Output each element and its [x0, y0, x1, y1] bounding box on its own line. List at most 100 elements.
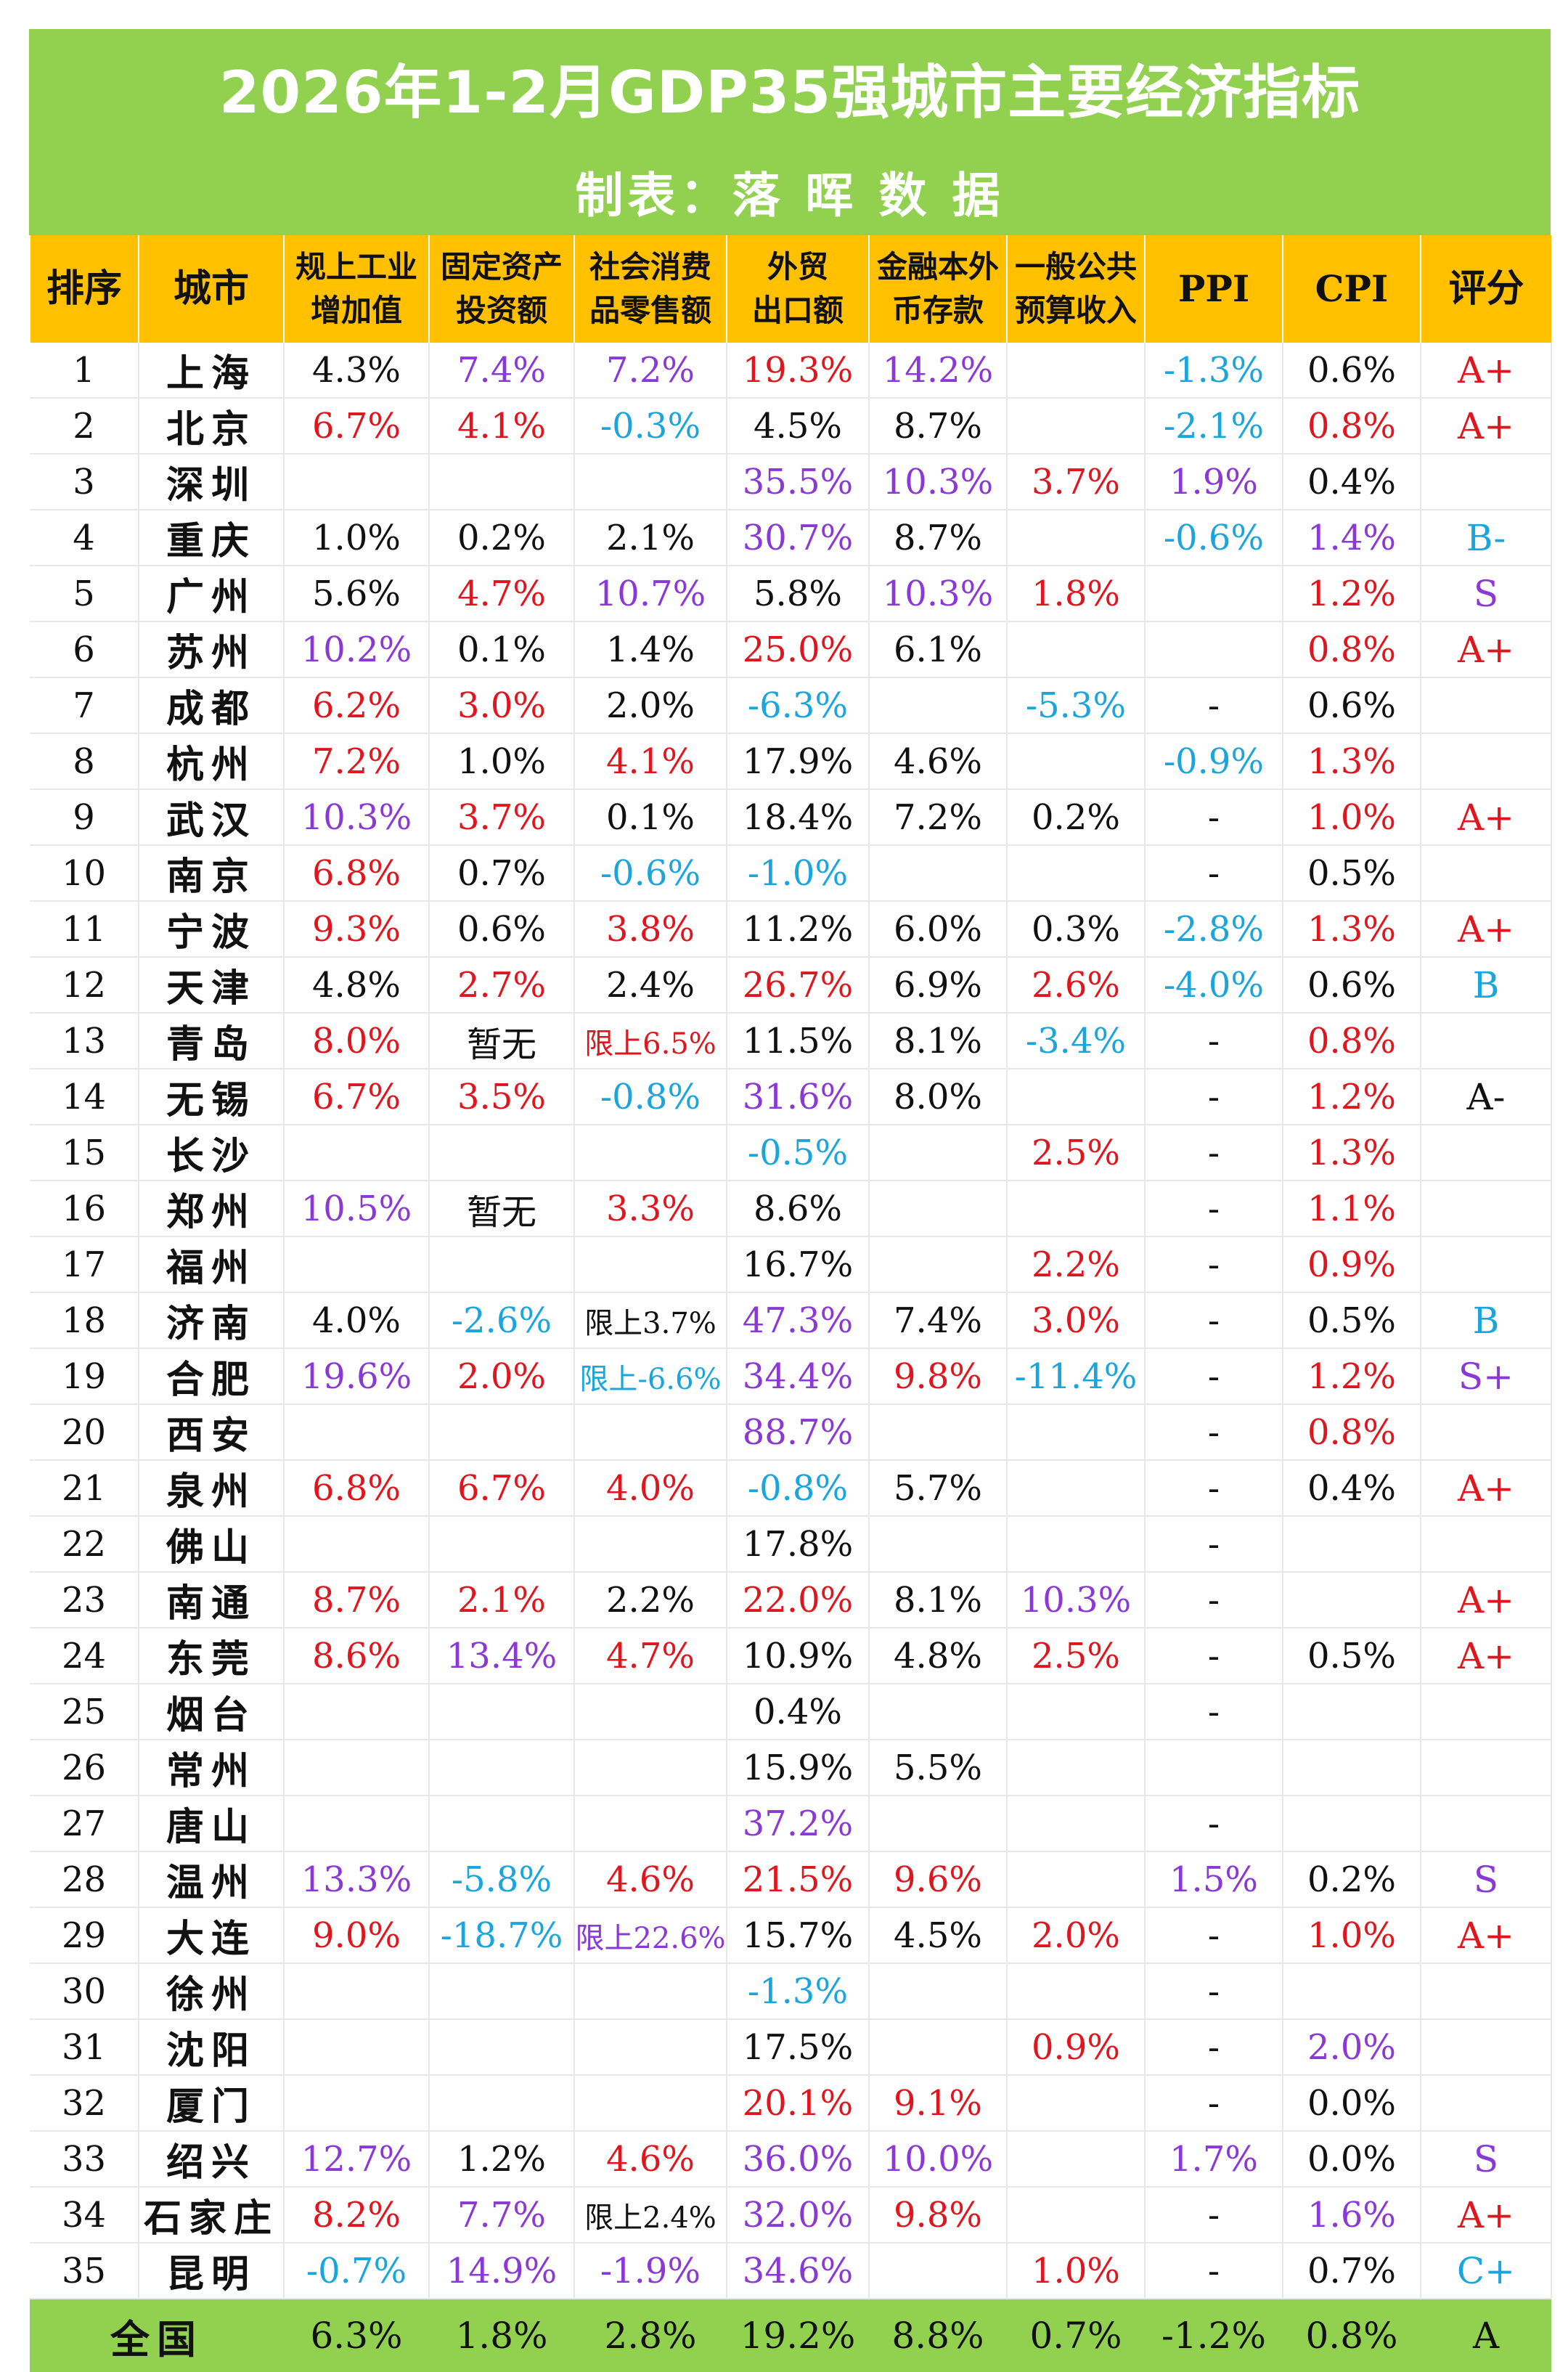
rank-cell: 2 [30, 398, 139, 455]
industry-cell [284, 2019, 430, 2076]
budget-cell [1007, 1069, 1146, 1125]
cpi-cell: 0.0% [1283, 2131, 1421, 2188]
table-row: 23 南通 8.7% 2.1% 2.2% 22.0% 8.1% 10.3% - A+ [30, 1572, 1552, 1629]
header-investment: 固定资产 投资额 [428, 235, 574, 343]
investment-cell [429, 1516, 575, 1573]
table-row: 4 重庆 1.0% 0.2% 2.1% 30.7% 8.7% -0.6% 1.4% B- [30, 510, 1552, 566]
city-cell: 杭州 [139, 733, 285, 790]
deposits-cell: 5.5% [869, 1740, 1008, 1796]
grade-cell: B- [1421, 510, 1552, 566]
exports-cell: -0.8% [727, 1460, 870, 1517]
retail-cell [574, 1236, 727, 1293]
header-retail: 社会消费 品零售额 [573, 235, 727, 343]
table-row: 8 杭州 7.2% 1.0% 4.1% 17.9% 4.6% -0.9% 1.3% [30, 733, 1552, 790]
exports-cell: 35.5% [727, 454, 870, 510]
rank-cell: 19 [30, 1348, 139, 1405]
deposits-cell: 9.8% [869, 2187, 1008, 2243]
exports-cell: 22.0% [727, 1572, 870, 1629]
rank-cell: 29 [30, 1907, 139, 1964]
city-cell: 西安 [139, 1404, 285, 1461]
exports-cell: 37.2% [727, 1796, 870, 1852]
grade-cell: A+ [1421, 1628, 1552, 1684]
budget-cell [1007, 1851, 1146, 1908]
investment-cell [429, 1684, 575, 1740]
deposits-cell: 4.6% [869, 733, 1008, 790]
retail-cell: 限上2.4% [574, 2187, 727, 2243]
industry-cell [284, 1404, 430, 1461]
deposits-cell: 8.7% [869, 398, 1008, 455]
rank-cell: 22 [30, 1516, 139, 1573]
budget-cell [1007, 1684, 1146, 1740]
cpi-cell: 0.8% [1283, 398, 1421, 455]
grade-cell [1421, 845, 1552, 902]
industry-cell: 6.7% [284, 1069, 430, 1125]
retail-cell [574, 2019, 727, 2076]
exports-cell: 11.5% [727, 1013, 870, 1069]
header-city: 城市 [138, 235, 284, 343]
rank-cell: 30 [30, 1963, 139, 2020]
deposits-cell: 10.0% [869, 2131, 1008, 2188]
retail-cell: 7.2% [574, 343, 727, 399]
industry-cell: -0.7% [284, 2243, 430, 2299]
indicator-table: 排序 城市 规上工业 增加值 固定资产 投资额 社会消费 品零售额 外贸 出口额 金融本外 币存款 一般… [29, 235, 1552, 2372]
exports-cell: 30.7% [727, 510, 870, 566]
national-retail-cell: 2.8% [574, 2299, 727, 2372]
budget-cell [1007, 2187, 1146, 2243]
deposits-cell: 10.3% [869, 566, 1008, 622]
city-cell: 上海 [139, 343, 285, 399]
retail-cell: 3.3% [574, 1181, 727, 1237]
grade-cell: S+ [1421, 1348, 1552, 1405]
header-label: 币存款 [891, 293, 984, 328]
table-row: 25 烟台 0.4% - [30, 1684, 1552, 1740]
city-cell: 郑州 [139, 1181, 285, 1237]
grade-cell [1421, 1236, 1552, 1293]
industry-cell: 9.3% [284, 901, 430, 958]
cpi-cell: 0.0% [1283, 2075, 1421, 2132]
exports-cell: -0.5% [727, 1125, 870, 1181]
city-cell: 沈阳 [139, 2019, 285, 2076]
cpi-cell [1283, 1796, 1421, 1852]
industry-cell: 8.0% [284, 1013, 430, 1069]
grade-cell [1421, 1740, 1552, 1796]
investment-cell: 0.2% [429, 510, 575, 566]
rank-cell: 23 [30, 1572, 139, 1629]
table-row: 3 深圳 35.5% 10.3% 3.7% 1.9% 0.4% [30, 454, 1552, 510]
city-cell: 广州 [139, 566, 285, 622]
city-cell: 泉州 [139, 1460, 285, 1517]
exports-cell: 16.7% [727, 1236, 870, 1293]
rank-cell: 21 [30, 1460, 139, 1517]
retail-cell: 2.4% [574, 957, 727, 1014]
cpi-cell: 0.5% [1283, 1628, 1421, 1684]
exports-cell: -1.0% [727, 845, 870, 902]
deposits-cell: 4.5% [869, 1907, 1008, 1964]
deposits-cell [869, 1181, 1008, 1237]
city-cell: 合肥 [139, 1348, 285, 1405]
table-row: 26 常州 15.9% 5.5% [30, 1740, 1552, 1796]
investment-cell: 4.7% [429, 566, 575, 622]
deposits-cell [869, 1963, 1008, 2020]
budget-cell: 10.3% [1007, 1572, 1146, 1629]
industry-cell: 6.8% [284, 845, 430, 902]
deposits-cell: 7.2% [869, 789, 1008, 846]
header-label: 一般公共 [1014, 249, 1137, 285]
grade-cell: A+ [1421, 398, 1552, 455]
city-cell: 南通 [139, 1572, 285, 1629]
city-cell: 东莞 [139, 1628, 285, 1684]
ppi-cell: - [1145, 1292, 1283, 1349]
city-cell: 长沙 [139, 1125, 285, 1181]
header-label: 增加值 [310, 293, 402, 328]
cpi-cell: 0.7% [1283, 2243, 1421, 2299]
national-budget-cell: 0.7% [1007, 2299, 1145, 2372]
rank-cell: 4 [30, 510, 139, 566]
cpi-cell: 1.6% [1283, 2187, 1421, 2243]
city-cell: 深圳 [139, 454, 285, 510]
budget-cell [1007, 1740, 1146, 1796]
retail-cell: 限上22.6% [574, 1907, 727, 1964]
ppi-cell: -0.6% [1145, 510, 1283, 566]
budget-cell [1007, 1963, 1146, 2020]
industry-cell [284, 1125, 430, 1181]
investment-cell: -2.6% [429, 1292, 575, 1349]
budget-cell [1007, 1796, 1146, 1852]
industry-cell: 4.3% [284, 343, 430, 399]
table-row: 11 宁波 9.3% 0.6% 3.8% 11.2% 6.0% 0.3% -2.8% 1.3% A+ [30, 901, 1552, 958]
